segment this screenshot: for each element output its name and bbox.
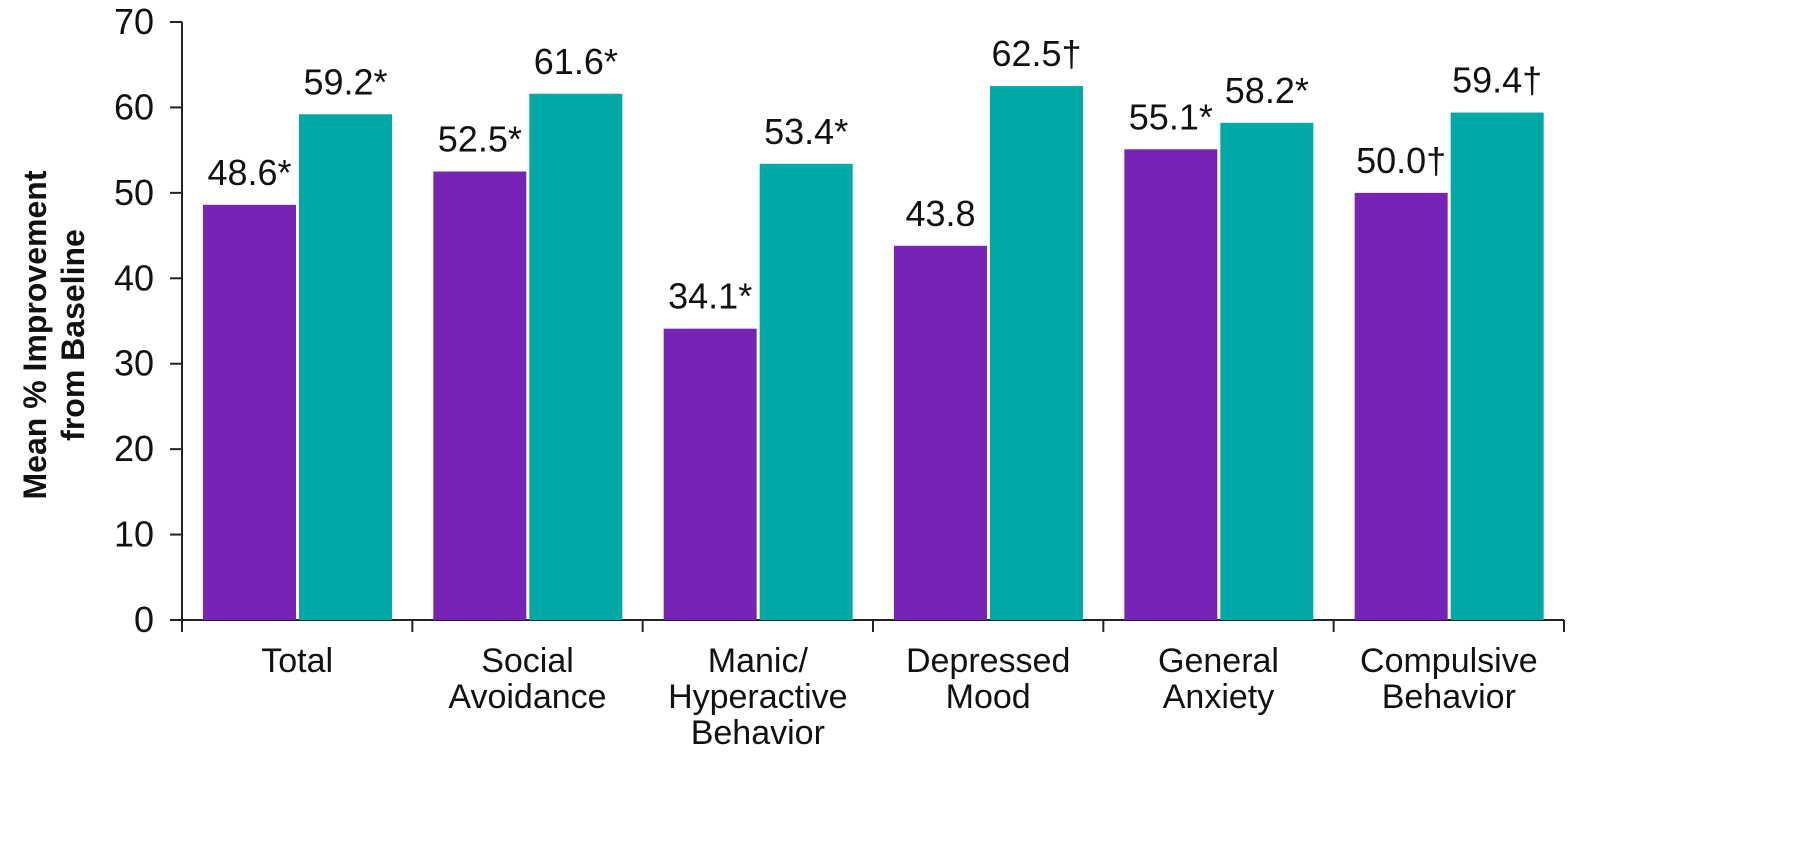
y-tick-label: 60 bbox=[114, 86, 154, 127]
y-tick-label: 50 bbox=[114, 172, 154, 213]
bar-series-1 bbox=[1124, 149, 1218, 620]
bar-series-1 bbox=[203, 204, 296, 620]
x-category-label-line: Depressed bbox=[906, 642, 1070, 680]
data-label-series-2: 53.4* bbox=[764, 111, 848, 152]
y-tick-label: 30 bbox=[114, 343, 154, 384]
data-labels: 48.6* 52.5* 34.1* 43.8 55.1* 50.0† 59.2* 61.6* 5… bbox=[207, 33, 1542, 317]
bar-series-2 bbox=[299, 114, 392, 621]
x-category-label: Compulsive Behavior bbox=[1360, 642, 1538, 716]
bar-series-1 bbox=[1354, 192, 1448, 620]
bar-series-1 bbox=[663, 328, 757, 620]
data-label-series-2: 59.4† bbox=[1452, 60, 1542, 101]
data-label-series-2: 61.6* bbox=[534, 41, 618, 82]
y-axis-label: Mean % Improvementfrom Baseline bbox=[17, 170, 91, 499]
data-label-series-1: 50.0† bbox=[1356, 140, 1446, 181]
x-category-label: Manic/Hyperactive Behavior bbox=[668, 642, 848, 752]
data-label-series-1: 55.1* bbox=[1129, 96, 1213, 137]
y-tick-label: 70 bbox=[114, 1, 154, 42]
y-axis: 0 10 20 30 40 50 60 70 bbox=[114, 1, 183, 640]
x-category-label-line: Total bbox=[261, 642, 333, 680]
data-label-series-1: 48.6* bbox=[207, 152, 291, 193]
x-category-label-line: Compulsive bbox=[1360, 642, 1538, 680]
y-tick-label: 20 bbox=[114, 428, 154, 469]
y-axis-title-line: Mean % Improvement bbox=[17, 170, 53, 499]
x-category-label: Depressed Mood bbox=[906, 642, 1070, 716]
data-label-series-1: 43.8 bbox=[905, 193, 975, 234]
x-category-label-line: Behavior bbox=[1382, 678, 1516, 716]
x-category-label-line: Anxiety bbox=[1163, 678, 1275, 716]
bar-series-2 bbox=[990, 86, 1083, 621]
bar-series-1 bbox=[433, 171, 527, 620]
y-tick-label: 40 bbox=[114, 257, 154, 298]
data-label-series-2: 58.2* bbox=[1225, 70, 1309, 111]
x-category-label-line: Hyperactive bbox=[668, 678, 848, 716]
bar-series-2 bbox=[1220, 122, 1314, 620]
bar-series-1 bbox=[894, 245, 987, 620]
x-category-label-line: Behavior bbox=[691, 714, 825, 752]
data-label-series-1: 34.1* bbox=[668, 276, 752, 317]
x-category-label-line: Manic/ bbox=[708, 642, 809, 680]
y-axis-title: Mean % Improvementfrom Baseline bbox=[17, 170, 91, 499]
x-category-label: Total bbox=[261, 642, 333, 680]
x-category-label-line: Social bbox=[481, 642, 574, 680]
bar-series-2 bbox=[529, 93, 623, 620]
bars bbox=[203, 86, 1544, 621]
x-category-label-line: Avoidance bbox=[448, 678, 606, 716]
data-label-series-1: 52.5* bbox=[438, 119, 522, 160]
x-category-label-line: Mood bbox=[946, 678, 1031, 716]
y-tick-label: 0 bbox=[134, 599, 154, 640]
data-label-series-2: 62.5† bbox=[991, 33, 1081, 74]
x-category-label-line: General bbox=[1158, 642, 1279, 680]
data-label-series-2: 59.2* bbox=[303, 61, 387, 102]
x-category-label: Social Avoidance bbox=[448, 642, 606, 716]
bar-series-2 bbox=[759, 163, 853, 620]
x-category-label: General Anxiety bbox=[1158, 642, 1279, 716]
y-axis-title-line: from Baseline bbox=[55, 229, 91, 441]
bar-series-2 bbox=[1450, 112, 1544, 620]
y-tick-label: 10 bbox=[114, 514, 154, 555]
